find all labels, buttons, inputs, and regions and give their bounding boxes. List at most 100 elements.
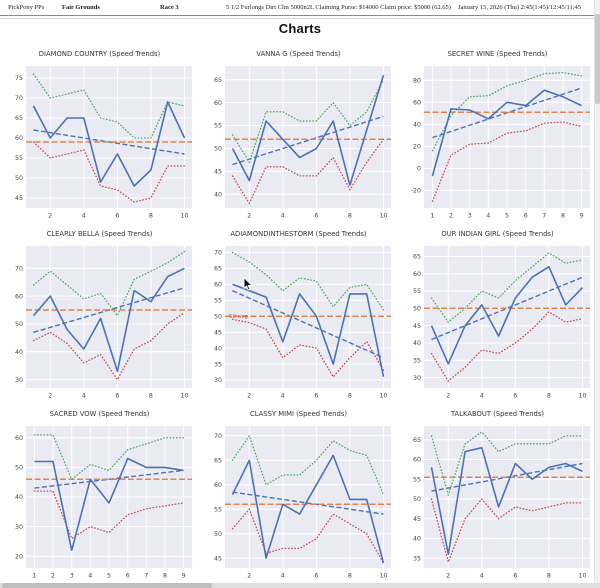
svg-text:8: 8 xyxy=(348,393,352,400)
svg-text:55: 55 xyxy=(413,288,421,295)
svg-text:20: 20 xyxy=(413,144,421,151)
race-conditions: 5 1/2 Furlongs Dirt Clm 5000n2L Claiming… xyxy=(226,4,451,11)
svg-text:60: 60 xyxy=(214,100,222,107)
svg-text:60: 60 xyxy=(15,293,23,300)
header-divider xyxy=(0,15,600,19)
svg-text:6: 6 xyxy=(314,213,318,220)
svg-text:3: 3 xyxy=(468,213,472,220)
svg-text:9: 9 xyxy=(580,213,584,220)
horizontal-scrollbar-thumb[interactable] xyxy=(2,583,212,588)
svg-text:70: 70 xyxy=(214,433,222,440)
svg-text:60: 60 xyxy=(214,282,222,289)
speed-trends-plot: -20 0 20 40 60 80 1 2 3 4 5 6 7 8 9 xyxy=(411,66,590,220)
svg-text:7: 7 xyxy=(144,573,148,580)
svg-text:2: 2 xyxy=(48,213,52,220)
svg-text:50: 50 xyxy=(413,306,421,313)
svg-text:80: 80 xyxy=(413,78,421,85)
svg-text:2: 2 xyxy=(446,393,450,400)
vertical-scrollbar-thumb[interactable] xyxy=(595,14,600,104)
svg-text:55: 55 xyxy=(15,155,23,162)
svg-text:60: 60 xyxy=(15,435,23,442)
svg-text:35: 35 xyxy=(214,361,222,368)
svg-text:40: 40 xyxy=(15,349,23,356)
svg-text:8: 8 xyxy=(348,213,352,220)
race-number: Race 3 xyxy=(160,4,179,11)
svg-text:65: 65 xyxy=(413,437,421,444)
svg-text:2: 2 xyxy=(449,213,453,220)
svg-text:2: 2 xyxy=(51,573,55,580)
svg-text:9: 9 xyxy=(182,573,186,580)
chart-title: TALKABOUT (Speed Trends) xyxy=(450,410,545,418)
svg-text:-20: -20 xyxy=(411,188,421,195)
svg-text:60: 60 xyxy=(413,457,421,464)
svg-text:0: 0 xyxy=(417,166,421,173)
svg-text:4: 4 xyxy=(281,393,285,400)
chart-title: VANNA G (Speed Trends) xyxy=(256,50,341,58)
svg-text:35: 35 xyxy=(413,555,421,562)
svg-text:70: 70 xyxy=(15,266,23,273)
svg-text:50: 50 xyxy=(15,465,23,472)
svg-text:8: 8 xyxy=(348,573,352,580)
svg-text:45: 45 xyxy=(413,323,421,330)
svg-text:6: 6 xyxy=(115,213,119,220)
speed-trends-plot: 30 35 40 45 50 55 60 65 2 4 6 8 10 xyxy=(413,246,590,400)
svg-text:50: 50 xyxy=(15,175,23,182)
svg-text:8: 8 xyxy=(149,213,153,220)
svg-text:30: 30 xyxy=(413,375,421,382)
svg-text:10: 10 xyxy=(180,393,188,400)
svg-text:50 avg: 50 avg xyxy=(229,314,248,320)
chart-title: CLEARLY BELLA (Speed Trends) xyxy=(46,230,153,238)
svg-text:60: 60 xyxy=(413,271,421,278)
svg-text:4: 4 xyxy=(281,573,285,580)
svg-text:1: 1 xyxy=(32,573,36,580)
svg-text:65: 65 xyxy=(413,254,421,261)
svg-text:75: 75 xyxy=(15,75,23,82)
chart-title: ADIAMONDINTHESTORM (Speed Trends) xyxy=(230,230,367,238)
chart-cell-diamond-country: DIAMOND COUNTRY (Speed Trends) 45 50 55 60 6… xyxy=(0,46,199,226)
speed-trends-plot: 35 40 45 50 55 60 65 2 4 6 8 10 xyxy=(413,426,590,580)
svg-text:35: 35 xyxy=(413,358,421,365)
svg-text:2: 2 xyxy=(247,573,251,580)
svg-text:2: 2 xyxy=(247,393,251,400)
svg-text:55: 55 xyxy=(214,123,222,130)
page-title: Charts xyxy=(278,21,322,36)
svg-text:40: 40 xyxy=(214,192,222,199)
svg-text:55: 55 xyxy=(413,477,421,484)
svg-text:65: 65 xyxy=(214,458,222,465)
speed-trends-plot: 45 50 55 60 65 70 75 2 4 6 8 10 xyxy=(15,66,192,220)
svg-text:60: 60 xyxy=(214,482,222,489)
chart-cell-clearly-bella: CLEARLY BELLA (Speed Trends) 30 40 50 60 70 2… xyxy=(0,226,199,406)
chart-cell-sacred-vow: SACRED VOW (Speed Trends) 20 30 40 50 60 1 2 3 4… xyxy=(0,406,199,586)
svg-text:8: 8 xyxy=(163,573,167,580)
svg-text:2: 2 xyxy=(48,393,52,400)
svg-text:45: 45 xyxy=(15,195,23,202)
svg-text:45: 45 xyxy=(214,169,222,176)
svg-text:4: 4 xyxy=(480,393,484,400)
speed-trends-plot: 40 45 50 55 60 65 2 4 6 8 10 xyxy=(214,66,391,220)
chart-title: DIAMOND COUNTRY (Speed Trends) xyxy=(38,50,161,58)
chart-title: CLASSY MIMI (Speed Trends) xyxy=(249,410,348,418)
horizontal-scrollbar[interactable] xyxy=(0,583,600,588)
svg-text:50: 50 xyxy=(214,146,222,153)
svg-text:6: 6 xyxy=(115,393,119,400)
svg-text:30: 30 xyxy=(15,377,23,384)
speed-trends-plot: 30 35 40 45 50 55 60 65 70 2 4 6 8 10 50 avg xyxy=(214,246,391,400)
speed-trends-plot: 20 30 40 50 60 1 2 3 4 5 6 7 8 9 xyxy=(15,426,192,580)
svg-text:6: 6 xyxy=(126,573,130,580)
svg-text:40: 40 xyxy=(15,494,23,501)
svg-text:2: 2 xyxy=(247,213,251,220)
svg-text:65: 65 xyxy=(214,77,222,84)
chart-cell-classy-mimi: CLASSY MIMI (Speed Trends) 45 50 55 60 65 70 2… xyxy=(199,406,398,586)
svg-text:6: 6 xyxy=(513,573,517,580)
speed-trends-plot: 45 50 55 60 65 70 2 4 6 8 10 xyxy=(214,426,391,580)
svg-text:10: 10 xyxy=(578,393,586,400)
vertical-scrollbar[interactable] xyxy=(594,0,600,583)
svg-text:4: 4 xyxy=(88,573,92,580)
chart-title: SECRET WINE (Speed Trends) xyxy=(447,50,548,58)
svg-text:40: 40 xyxy=(413,536,421,543)
svg-text:40: 40 xyxy=(413,122,421,129)
svg-text:6: 6 xyxy=(314,573,318,580)
svg-text:4: 4 xyxy=(82,213,86,220)
svg-text:8: 8 xyxy=(561,213,565,220)
